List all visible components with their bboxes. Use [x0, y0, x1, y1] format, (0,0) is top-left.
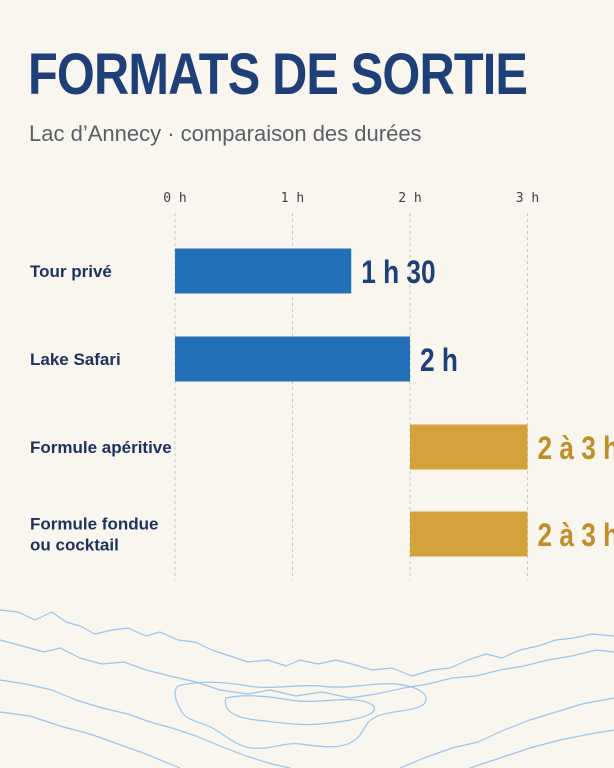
- bar: [410, 424, 528, 470]
- mountain-ridge-front-right: [399, 697, 614, 768]
- mountain-ridge-mid: [0, 639, 614, 699]
- page-subtitle: Lac d’Annecy · comparaison des durées: [29, 121, 422, 146]
- x-tick-label: 3 h: [516, 191, 539, 206]
- category-labels: Tour privé Lake Safari Formule apéritive Fo…: [30, 262, 172, 555]
- bar: [175, 336, 410, 382]
- x-tick-label: 1 h: [281, 191, 304, 206]
- value-labels: 1 h 30 2 h 2 à 3 h 2 à 3 h: [361, 256, 614, 554]
- mountain-ridge-back: [0, 609, 614, 677]
- lake-shoreline: [174, 681, 427, 749]
- value-label: 1 h 30: [361, 256, 435, 291]
- x-tick-label: 2 h: [398, 191, 421, 206]
- lower-contour-right: [469, 729, 614, 768]
- lake-inner-contour: [224, 695, 375, 726]
- lake-map-illustration: [0, 609, 614, 768]
- category-label: Lake Safari: [30, 350, 121, 369]
- category-label: Formule apéritive: [30, 438, 172, 457]
- x-tick-label: 0 h: [163, 191, 186, 206]
- value-label: 2 à 3 h: [538, 519, 614, 554]
- value-label: 2 à 3 h: [538, 432, 614, 467]
- page-title: FORMATS DE SORTIE: [28, 42, 528, 107]
- bar: [175, 248, 352, 294]
- lower-contour-left: [0, 711, 181, 768]
- chart-bars: [175, 248, 528, 557]
- category-label: Tour privé: [30, 262, 112, 281]
- value-label: 2 h: [420, 344, 458, 379]
- category-label: Formule fondue ou cocktail: [30, 515, 158, 555]
- bar: [410, 511, 528, 557]
- mountain-ridge-front-left: [0, 679, 291, 768]
- x-axis-ticks: 0 h 1 h 2 h 3 h: [163, 191, 539, 206]
